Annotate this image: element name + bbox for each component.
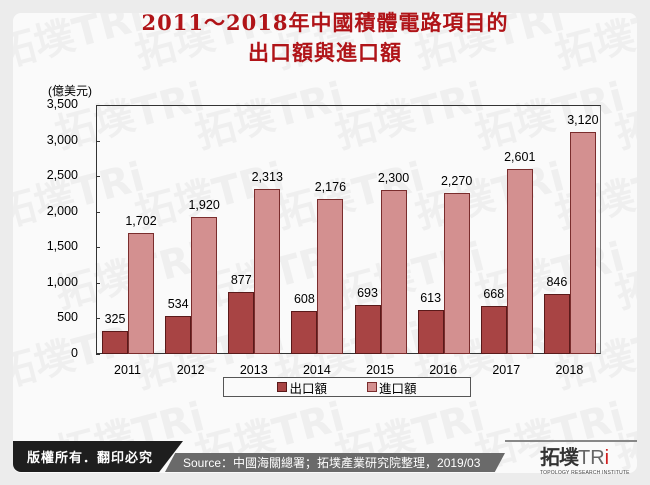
logo-chinese: 拓墣 xyxy=(540,445,579,469)
x-tick-label: 2012 xyxy=(176,363,205,377)
value-label-export: 846 xyxy=(546,274,568,289)
bar-export xyxy=(291,310,318,354)
x-tick-label: 2013 xyxy=(239,363,268,377)
y-tick-label: 1,500 xyxy=(46,239,78,254)
bar-import xyxy=(128,232,154,354)
y-tick-mark xyxy=(96,354,100,355)
value-label-import: 2,270 xyxy=(440,173,473,188)
value-label-export: 613 xyxy=(420,291,442,306)
bar-import xyxy=(569,132,596,354)
copyright-banner: 版權所有．翻印必究 xyxy=(13,441,183,472)
bar-export xyxy=(543,293,570,354)
tri-logo: 拓墣TRi TOPOLOGY RESEARCH INSTITUTE xyxy=(540,441,632,476)
value-label-import: 1,702 xyxy=(125,213,157,228)
chart-title-line1: 2011～2018年中國積體電路項目的 xyxy=(141,10,509,35)
y-tick-mark xyxy=(96,318,100,320)
bar-export xyxy=(102,330,128,354)
legend-label-export: 出口額 xyxy=(289,381,327,396)
value-label-import: 2,601 xyxy=(504,149,536,164)
x-tick-label: 2014 xyxy=(302,363,331,377)
footer-divider xyxy=(505,440,637,442)
value-label-export: 877 xyxy=(230,272,252,287)
value-label-import: 2,300 xyxy=(377,171,410,186)
logo-english: TRi xyxy=(578,447,610,469)
bar-import xyxy=(506,168,533,354)
bar-import xyxy=(443,192,470,354)
value-label-import: 1,920 xyxy=(188,198,220,213)
y-tick-label: 2,000 xyxy=(46,203,78,218)
plot-area xyxy=(96,105,601,354)
legend-item-import: 進口額 xyxy=(367,378,417,397)
bar-export xyxy=(165,316,192,354)
legend-swatch-export xyxy=(277,382,288,392)
x-tick-label: 2015 xyxy=(366,363,394,377)
legend-label-import: 進口額 xyxy=(379,381,417,396)
y-tick-mark xyxy=(96,282,100,284)
chart-title-line2: 出口額與進口額 xyxy=(248,40,402,65)
value-label-export: 608 xyxy=(293,291,315,306)
legend-swatch-import xyxy=(367,382,377,392)
y-tick-label: 500 xyxy=(57,310,78,325)
watermark-logo: 拓墣TRi xyxy=(608,64,637,159)
y-tick-label: 3,500 xyxy=(46,97,78,111)
value-label-import: 2,313 xyxy=(251,170,283,185)
value-label-export: 325 xyxy=(104,311,126,326)
bar-export xyxy=(417,310,444,354)
bar-export xyxy=(354,304,381,354)
y-axis-unit-label: (億美元) xyxy=(48,84,92,98)
x-tick-label: 2017 xyxy=(492,363,521,377)
bar-export xyxy=(228,291,255,354)
x-tick-label: 2018 xyxy=(555,363,584,377)
y-tick-mark xyxy=(96,211,100,213)
y-tick-mark xyxy=(96,140,100,142)
chart-legend: 出口額 進口額 xyxy=(223,377,471,397)
y-tick-label: 2,500 xyxy=(46,168,78,183)
bar-export xyxy=(480,306,507,354)
legend-item-export: 出口額 xyxy=(277,378,327,397)
y-tick-label: 0 xyxy=(71,346,78,360)
value-label-import: 2,176 xyxy=(314,180,347,195)
value-label-import: 3,120 xyxy=(567,113,599,128)
value-label-export: 693 xyxy=(357,285,378,300)
y-tick-label: 3,000 xyxy=(46,132,78,147)
bar-import xyxy=(380,190,407,354)
logo-subtitle: TOPOLOGY RESEARCH INSTITUTE xyxy=(540,470,630,476)
x-tick-label: 2011 xyxy=(114,363,141,377)
value-label-export: 668 xyxy=(483,287,505,302)
bar-import xyxy=(317,199,344,354)
y-tick-mark xyxy=(96,247,100,249)
value-label-export: 534 xyxy=(167,297,189,311)
x-tick-label: 2016 xyxy=(429,363,458,377)
y-tick-label: 1,000 xyxy=(46,274,78,289)
source-note: Source：中國海關總署；拓墣產業研究院整理，2019/03 xyxy=(165,453,505,472)
bar-import xyxy=(254,189,281,354)
watermark-logo: 拓墣TRi xyxy=(608,224,637,319)
bar-import xyxy=(191,217,218,354)
y-tick-mark xyxy=(96,176,100,178)
